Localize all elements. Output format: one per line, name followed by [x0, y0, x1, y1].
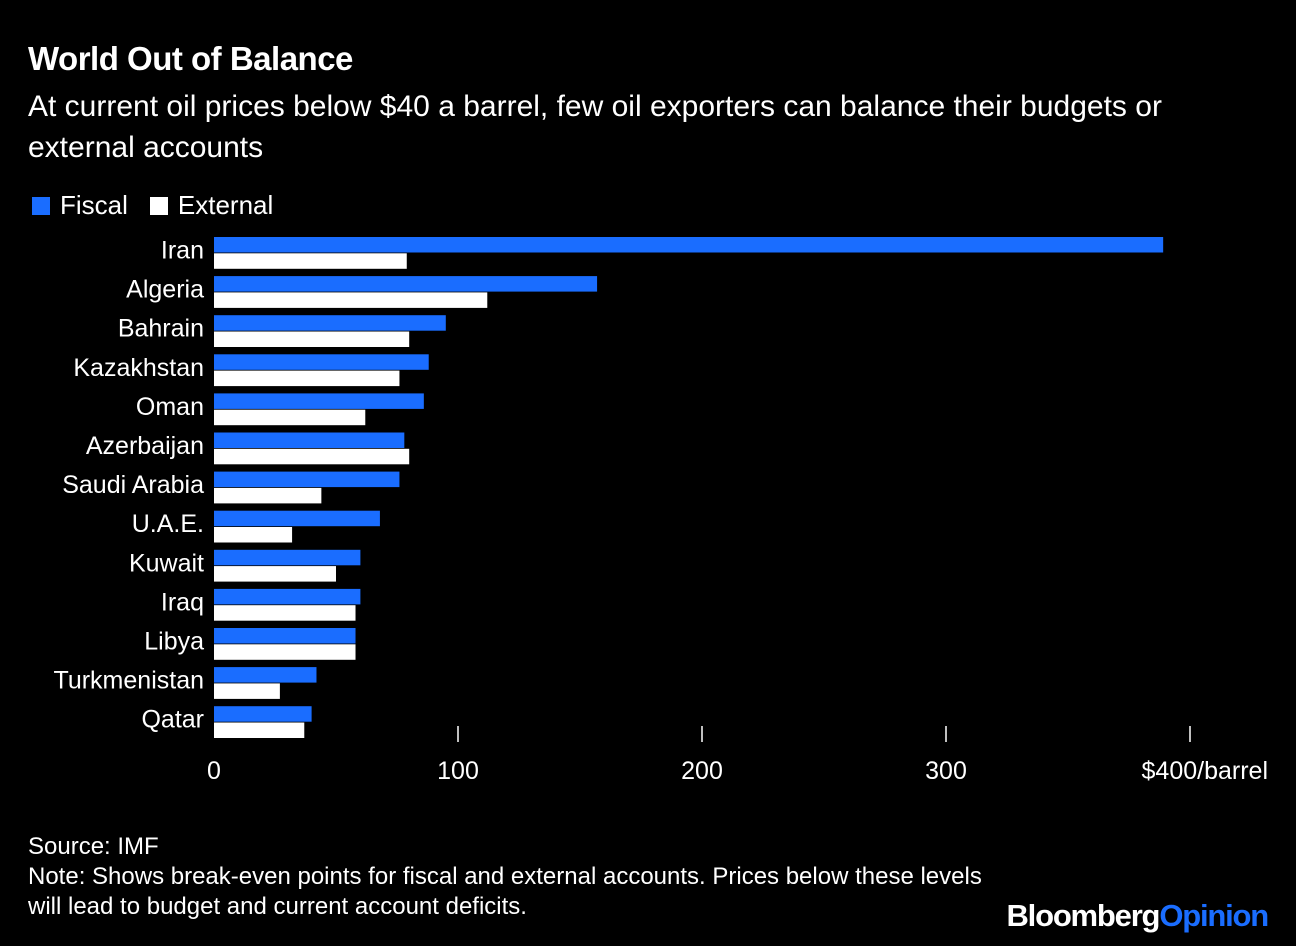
brand-opinion: Opinion	[1159, 898, 1269, 933]
legend-item-external: External	[149, 190, 274, 221]
bar-fiscal-bahrain	[214, 315, 446, 331]
legend-item-fiscal: Fiscal	[32, 190, 128, 221]
x-tick-label-300: 300	[925, 757, 967, 785]
bar-fiscal-azerbaijan	[214, 432, 405, 448]
x-tick-label-200: 200	[681, 757, 723, 785]
category-label-u-a-e: U.A.E.	[132, 510, 204, 538]
bar-external-turkmenistan	[214, 683, 280, 699]
category-label-azerbaijan: Azerbaijan	[86, 432, 204, 460]
legend: Fiscal External	[32, 190, 295, 221]
bar-fiscal-iraq	[214, 588, 361, 605]
legend-swatch-external	[149, 196, 168, 215]
category-label-kuwait: Kuwait	[129, 549, 204, 577]
bar-fiscal-kuwait	[214, 549, 361, 566]
x-tick-label-400: $400/barrel	[1142, 757, 1268, 785]
category-label-turkmenistan: Turkmenistan	[53, 667, 204, 695]
chart-subtitle: At current oil prices below $40 a barrel…	[28, 90, 1162, 164]
bar-fiscal-libya	[214, 628, 356, 644]
bar-fiscal-turkmenistan	[214, 667, 317, 683]
category-label-bahrain: Bahrain	[118, 315, 204, 343]
bar-external-iraq	[214, 605, 356, 621]
bar-external-algeria	[214, 292, 488, 308]
bloomberg-opinion-logo: BloombergOpinion	[1006, 898, 1269, 934]
chart-title: World Out of Balance	[28, 40, 353, 77]
bar-fiscal-oman	[214, 393, 424, 409]
category-label-iran: Iran	[161, 237, 204, 265]
footnote: Note: Shows break-even points for fiscal…	[28, 863, 982, 920]
bar-external-bahrain	[214, 331, 410, 347]
bar-fiscal-iran	[214, 237, 1164, 253]
legend-swatch-fiscal	[32, 196, 50, 215]
bar-fiscal-kazakhstan	[214, 354, 429, 370]
bar-external-azerbaijan	[214, 448, 410, 465]
category-label-algeria: Algeria	[126, 276, 204, 304]
footer: Source: IMF Note: Shows break-even point…	[28, 832, 988, 922]
category-label-libya: Libya	[144, 628, 204, 656]
legend-label-external: External	[177, 190, 274, 220]
category-label-saudi-arabia: Saudi Arabia	[62, 471, 204, 499]
bar-external-qatar	[214, 722, 305, 738]
bar-external-u-a-e	[214, 527, 293, 543]
bar-external-iran	[214, 253, 407, 269]
bar-external-saudi-arabia	[214, 487, 322, 504]
bar-external-kazakhstan	[214, 370, 400, 387]
source-note: Source: IMF	[28, 833, 159, 860]
bar-external-libya	[214, 644, 356, 660]
category-label-qatar: Qatar	[141, 706, 204, 734]
bar-external-kuwait	[214, 566, 336, 582]
bar-fiscal-qatar	[214, 706, 312, 722]
category-label-kazakhstan: Kazakhstan	[73, 354, 204, 382]
category-label-iraq: Iraq	[161, 588, 204, 616]
bar-fiscal-algeria	[214, 276, 598, 292]
bar-fiscal-u-a-e	[214, 510, 380, 527]
x-tick-label-0: 0	[207, 757, 221, 785]
brand-bloomberg: Bloomberg	[1006, 898, 1160, 933]
bar-fiscal-saudi-arabia	[214, 471, 400, 488]
category-label-oman: Oman	[136, 393, 204, 421]
legend-label-fiscal: Fiscal	[60, 190, 128, 220]
x-tick-label-100: 100	[437, 757, 479, 785]
bar-external-oman	[214, 409, 366, 426]
